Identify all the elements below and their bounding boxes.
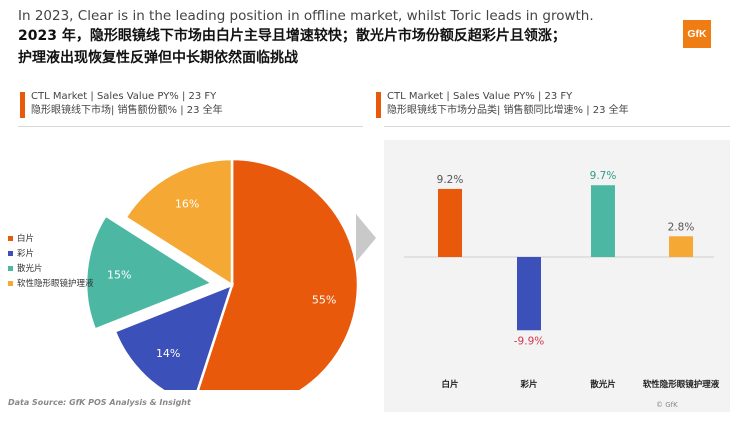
bar-panel-divider — [384, 126, 730, 127]
headline-english: In 2023, Clear is in the leading positio… — [18, 8, 594, 24]
legend-label-clear: 白片 — [17, 234, 35, 244]
legend-item-clear: 白片 — [8, 231, 94, 245]
legend-item-toric: 散光片 — [8, 261, 94, 275]
bar-category-label-toric: 散光片 — [590, 379, 616, 390]
pie-label-clear: 55% — [312, 294, 336, 307]
chevron-right-icon — [356, 214, 376, 262]
pie-slice-clear — [196, 157, 360, 390]
pie-label-color: 14% — [156, 347, 180, 360]
pie-slice-toric — [84, 213, 215, 332]
pie-panel-divider — [18, 126, 363, 127]
bar-value-label-clear: 9.2% — [437, 174, 464, 186]
bar-clear — [438, 188, 462, 257]
bar-header-line-1: CTL Market | Sales Value PY% | 23 FY — [387, 91, 573, 102]
pie-label-toric: 15% — [107, 268, 131, 281]
legend-swatch-color — [8, 250, 13, 256]
gfk-logo: GfK — [683, 20, 711, 48]
headline-chinese-line-1: 2023 年，隐形眼镜线下市场由白片主导且增速较快；散光片市场份额反超彩片且领涨… — [18, 28, 566, 44]
bar-header-line-2: 隐形眼镜线下市场分品类| 销售额同比增速% | 23 全年 — [387, 105, 629, 116]
legend-swatch-toric — [8, 265, 13, 271]
legend-item-solution: 软性隐形眼镜护理液 — [8, 276, 94, 290]
legend-item-color: 彩片 — [8, 246, 94, 260]
headline-chinese-line-2: 护理液出现恢复性反弹但中长期依然面临挑战 — [18, 50, 298, 66]
pie-panel-header: CTL Market | Sales Value PY% | 23 FY 隐形眼… — [20, 90, 223, 118]
pie-header-accent-bar — [20, 92, 25, 118]
pie-header-line-2: 隐形眼镜线下市场| 销售额份额% | 23 全年 — [31, 105, 223, 116]
legend-label-toric: 散光片 — [17, 264, 43, 274]
bar-color — [517, 257, 541, 331]
legend-swatch-clear — [8, 235, 13, 241]
bar-header-accent-bar — [376, 92, 381, 118]
headline: In 2023, Clear is in the leading positio… — [18, 8, 658, 68]
bar-chart-background — [384, 140, 730, 412]
bar-panel-header: CTL Market | Sales Value PY% | 23 FY 隐形眼… — [376, 90, 629, 118]
data-source-note: Data Source: GfK POS Analysis & Insight — [8, 398, 191, 407]
bar-category-label-color: 彩片 — [519, 379, 537, 390]
bar-category-label-clear: 白片 — [441, 379, 458, 390]
pie-header-line-1: CTL Market | Sales Value PY% | 23 FY — [31, 91, 217, 102]
legend-swatch-solution — [8, 280, 13, 286]
bar-chart: 9.2% 白片 -9.9% 彩片 9.7% 散光片 2.8% 软性隐形眼镜护理液 — [404, 170, 720, 390]
bar-category-label-solution: 软性隐形眼镜护理液 — [643, 379, 720, 390]
pie-slice-color — [113, 282, 235, 390]
bar-toric — [591, 185, 615, 257]
pie-label-solution: 16% — [175, 197, 199, 210]
bar-solution — [669, 236, 693, 257]
pie-chart: 55% 14% 15% 16% — [84, 157, 360, 390]
legend-label-color: 彩片 — [17, 249, 35, 259]
pie-legend: 白片 彩片 散光片 软性隐形眼镜护理液 — [8, 231, 94, 291]
legend-label-solution: 软性隐形眼镜护理液 — [17, 279, 94, 289]
bar-value-label-color: -9.9% — [514, 335, 544, 347]
bar-value-label-toric: 9.7% — [590, 170, 617, 182]
copyright-note: © GfK — [656, 401, 678, 409]
bar-value-label-solution: 2.8% — [668, 221, 695, 233]
pie-slice-solution — [123, 157, 234, 288]
